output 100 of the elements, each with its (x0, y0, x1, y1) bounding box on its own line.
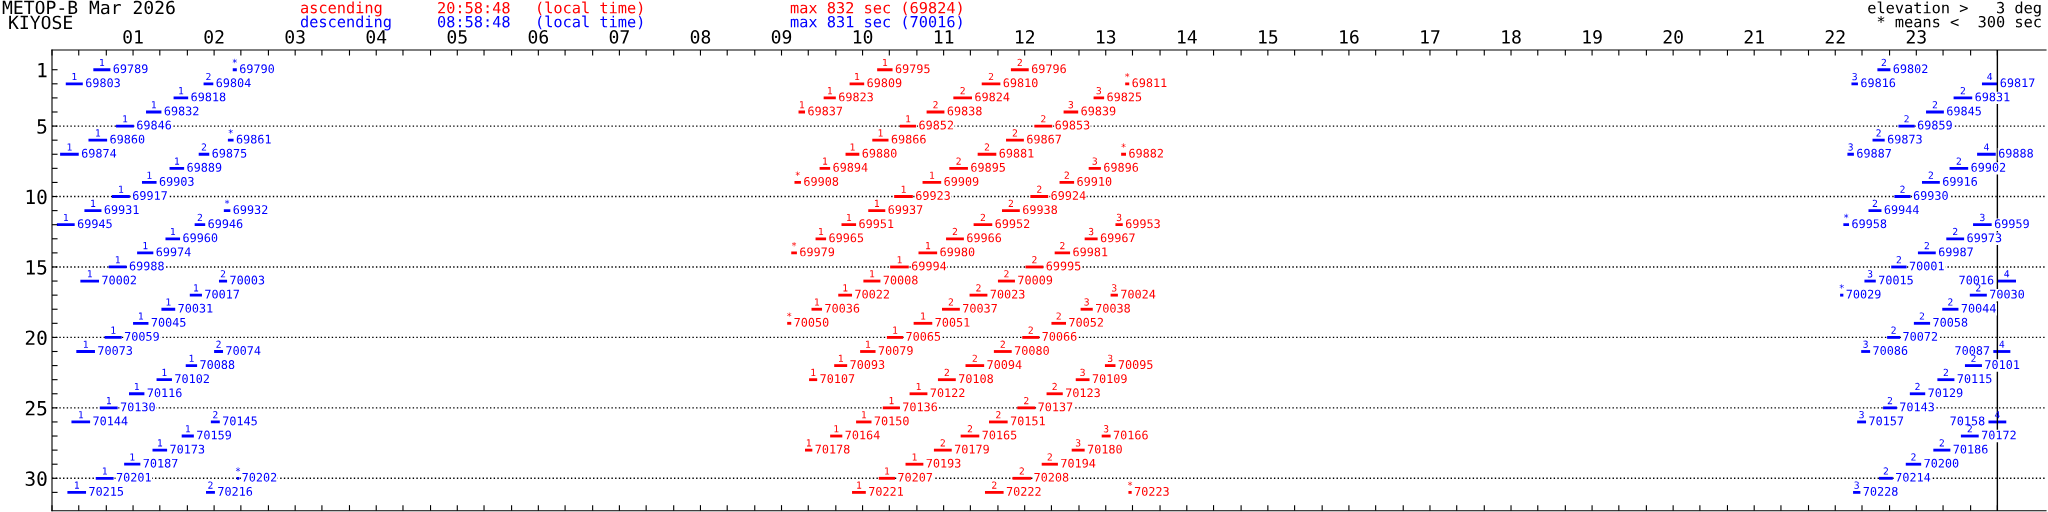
annotation: 70158 (1950, 416, 1985, 426)
annotation: * (232, 58, 237, 64)
annotation: 70222 (1006, 486, 1041, 496)
bar (949, 166, 968, 170)
annotation: 2 (1883, 467, 1889, 475)
bar (1942, 307, 1959, 311)
x-tick-label: 02 (204, 30, 224, 44)
bar (1110, 293, 1118, 297)
annotation: 4 (1999, 340, 2005, 348)
annotation: 2 (972, 354, 977, 362)
x-tick-label: 18 (1502, 30, 1521, 44)
annotation: 69790 (240, 64, 275, 74)
annotation: 2 (1904, 115, 1909, 123)
annotation: 1 (885, 467, 890, 475)
annotation: 1 (827, 87, 833, 95)
x-tick-label: 07 (609, 30, 629, 44)
y-tick-label: 30 (25, 471, 47, 487)
annotation: 69931 (104, 205, 139, 215)
annotation: 1 (171, 227, 176, 236)
annotation: 1 (800, 101, 805, 109)
bar (1909, 392, 1926, 396)
annotation: 1 (901, 185, 906, 193)
annotation: 69888 (1998, 148, 2033, 158)
annotation: 69795 (895, 64, 930, 74)
bar (809, 378, 818, 382)
annotation: 70036 (825, 303, 860, 313)
annotation: 1 (866, 340, 871, 348)
annotation: * (1839, 284, 1844, 289)
annotation: 69908 (804, 176, 839, 186)
annotation: 1 (916, 382, 921, 391)
annotation: 1 (857, 481, 862, 489)
annotation: 1 (838, 354, 843, 362)
annotation: 1 (151, 101, 156, 109)
annotation: 70003 (230, 275, 265, 285)
annotation: 3 (1863, 340, 1868, 348)
annotation: 1 (79, 411, 84, 419)
x-tick-label: 12 (1015, 30, 1035, 44)
annotation: 2 (1056, 312, 1061, 320)
bar (232, 68, 237, 72)
x-tick-label: 19 (1583, 30, 1602, 44)
annotation: 69895 (971, 162, 1005, 172)
annotation: 2 (1887, 396, 1893, 405)
bar (1973, 223, 1992, 227)
bar (794, 181, 801, 184)
annotation: 2 (1953, 227, 1958, 236)
annotation: 2 (1915, 382, 1920, 391)
annotation: 2 (1008, 199, 1013, 207)
annotation: 1 (912, 453, 917, 461)
bar (1093, 96, 1105, 100)
annotation: 70017 (205, 289, 240, 299)
annotation: 70193 (926, 458, 961, 468)
bar (156, 378, 172, 382)
annotation: 1 (67, 143, 72, 151)
annotation: 69810 (1003, 78, 1038, 88)
annotation: * (235, 467, 241, 472)
annotation: 70107 (820, 374, 855, 384)
annotation: 70130 (120, 402, 155, 412)
annotation: 69967 (1100, 233, 1135, 243)
annotation: 69838 (947, 106, 982, 116)
annotation: 3 (1859, 411, 1864, 419)
annotation: 70080 (1014, 346, 1049, 355)
annotation: 1 (166, 298, 171, 306)
annotation: 69866 (891, 134, 926, 144)
bar (977, 152, 997, 156)
bar (1840, 293, 1844, 297)
bar (969, 293, 988, 297)
annotation: 69859 (1917, 120, 1952, 130)
annotation: 69945 (77, 219, 112, 229)
bar (189, 293, 202, 297)
bar (1993, 350, 2011, 353)
annotation: 70052 (1069, 317, 1103, 327)
bar (845, 152, 860, 156)
bar (1046, 392, 1063, 396)
annotation: 69952 (995, 219, 1030, 229)
annotation: 69909 (944, 176, 979, 186)
annotation: 2 (206, 72, 211, 81)
annotation: 3 (1080, 368, 1085, 377)
bar (849, 82, 865, 86)
annotation: 1 (91, 199, 96, 207)
annotation: 70009 (1018, 275, 1053, 285)
annotation: 70073 (98, 346, 133, 355)
bar (981, 82, 1001, 86)
bar (1877, 68, 1891, 72)
bar (860, 350, 876, 353)
annotation: 2 (1047, 453, 1052, 461)
annotation: 70079 (878, 346, 913, 355)
bar (946, 237, 964, 241)
annotation: 2 (1939, 439, 1944, 447)
annotation: 70093 (850, 360, 885, 370)
bar (169, 166, 185, 170)
annotation: 69917 (133, 191, 167, 200)
bar (1001, 209, 1020, 213)
bar (141, 181, 157, 184)
annotation: 1 (186, 425, 191, 433)
bar (973, 223, 993, 227)
annotation: 3 (1092, 157, 1097, 165)
annotation: 4 (1983, 143, 1989, 151)
annotation: 69930 (1913, 191, 1948, 200)
annotation: 69960 (183, 233, 218, 243)
bar (1010, 68, 1029, 72)
